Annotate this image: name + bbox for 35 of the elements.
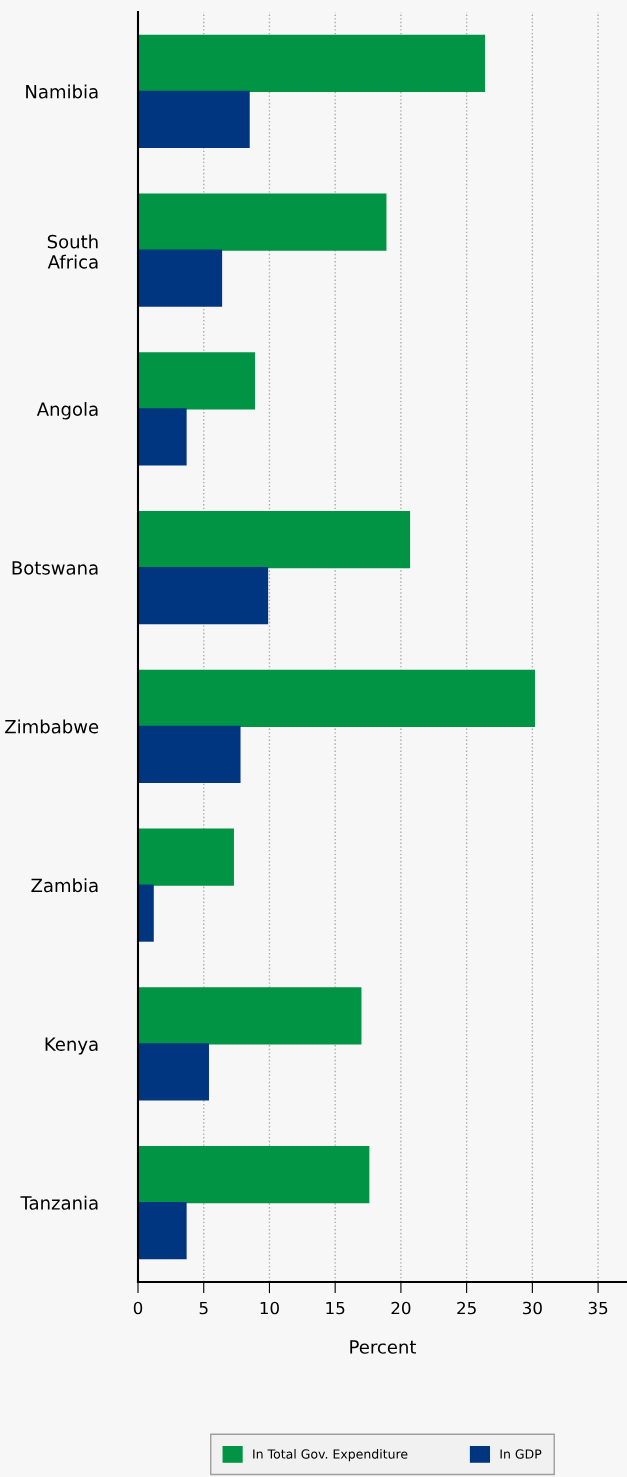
x-tick-label: 30 xyxy=(523,1301,542,1315)
bar xyxy=(138,352,255,410)
x-tick-label: 15 xyxy=(326,1301,345,1315)
x-tick-label: 25 xyxy=(457,1301,476,1315)
bar xyxy=(138,987,362,1045)
legend-label: In GDP xyxy=(500,1449,542,1459)
bar xyxy=(138,567,269,625)
x-tick-label: 20 xyxy=(391,1301,411,1315)
bar xyxy=(138,34,486,92)
bar xyxy=(138,884,154,942)
y-tick-label: Angola xyxy=(36,402,98,420)
bar xyxy=(138,511,411,569)
y-tick-label: Kenya xyxy=(45,1037,98,1055)
bar xyxy=(138,90,250,148)
y-tick-label: Zimbabwe xyxy=(5,719,99,734)
y-tick-label: Namibia xyxy=(26,84,98,99)
bar xyxy=(138,725,241,783)
bar xyxy=(138,669,535,727)
bar xyxy=(138,193,387,251)
bar xyxy=(138,1202,187,1260)
x-axis-title: Percent xyxy=(350,1340,417,1354)
bar xyxy=(138,408,187,466)
bar xyxy=(138,1146,370,1204)
x-tick-label: 10 xyxy=(260,1301,279,1315)
y-tick-label: Botswana xyxy=(12,561,98,575)
x-tick-label: 0 xyxy=(133,1301,143,1315)
y-tick-label: Tanzania xyxy=(20,1195,98,1210)
bar xyxy=(138,828,234,886)
y-tick-label: South Africa xyxy=(47,234,98,269)
x-tick-label: 5 xyxy=(199,1301,208,1315)
y-tick-label: Zambia xyxy=(31,878,98,893)
x-tick-label: 35 xyxy=(588,1301,608,1315)
bar xyxy=(138,1043,209,1101)
legend-label: In Total Gov. Expenditure xyxy=(253,1449,408,1462)
bar xyxy=(138,249,223,307)
